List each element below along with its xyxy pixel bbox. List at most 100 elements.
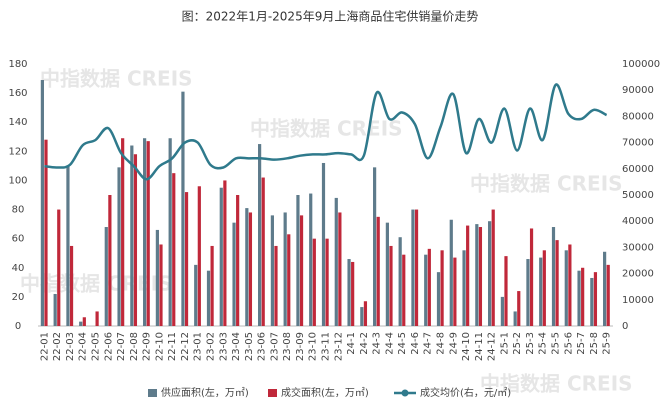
- chart-title: 图：2022年1月-2025年9月上海商品住宅供销量价走势: [182, 9, 479, 24]
- bar: [427, 248, 431, 326]
- x-tick-label: 24-6: [410, 332, 421, 355]
- line: [44, 83, 608, 181]
- bar: [79, 321, 83, 326]
- bar: [564, 250, 568, 326]
- bar: [542, 250, 546, 326]
- bar: [172, 173, 176, 326]
- x-tick-label: 24-11: [474, 332, 485, 361]
- x-tick-label: 23-06: [257, 332, 268, 361]
- bar: [95, 311, 99, 326]
- bar: [312, 238, 316, 326]
- bar: [40, 80, 44, 326]
- x-tick-label: 22-12: [180, 332, 191, 361]
- x-tick-label: 25-2: [512, 332, 523, 355]
- x-tick-label: 24-4: [384, 332, 395, 355]
- x-tick-label: 23-03: [218, 332, 229, 361]
- x-tick-label: 23-01: [193, 332, 204, 361]
- x-tick-label: 23-10: [308, 332, 319, 361]
- bar: [539, 257, 543, 326]
- bar: [411, 209, 415, 326]
- bar: [488, 221, 492, 326]
- x-tick-label: 23-09: [295, 332, 306, 361]
- y2-tick-label: 70000: [622, 138, 654, 149]
- bar: [551, 227, 556, 326]
- bar: [258, 144, 262, 326]
- bar: [373, 167, 377, 326]
- y2-tick-label: 40000: [622, 216, 654, 227]
- bar: [581, 267, 585, 326]
- x-tick-label: 23-12: [333, 332, 344, 361]
- x-tick-label: 22-07: [116, 332, 127, 361]
- bar: [197, 186, 201, 326]
- bar: [360, 307, 364, 326]
- bar: [603, 251, 607, 326]
- bar: [555, 240, 559, 326]
- bar: [568, 244, 572, 326]
- x-tick-label: 24-12: [487, 332, 498, 361]
- bar: [236, 195, 240, 326]
- y-tick-label: 180: [8, 59, 27, 70]
- bar: [414, 209, 419, 326]
- bar: [261, 177, 265, 326]
- bar: [338, 212, 342, 326]
- x-tick-label: 22-04: [78, 332, 89, 361]
- bar: [130, 145, 134, 326]
- bar: [593, 272, 598, 326]
- bar: [155, 229, 159, 326]
- bar: [133, 154, 138, 326]
- bar: [223, 180, 227, 326]
- legend-label: 成交均价(右，元/㎡): [420, 386, 511, 399]
- x-tick-label: 25-6: [563, 332, 574, 355]
- bar: [82, 317, 86, 326]
- y2-tick-label: 0: [622, 321, 628, 332]
- bar: [478, 227, 483, 326]
- bar: [334, 197, 338, 326]
- watermark: 中指数据 CREIS: [480, 372, 633, 396]
- bar: [363, 301, 368, 326]
- bar: [181, 91, 185, 327]
- bar: [248, 212, 253, 326]
- bar: [232, 222, 236, 326]
- bar: [168, 138, 172, 326]
- x-tick-label: 23-07: [269, 332, 280, 361]
- bar: [376, 216, 380, 326]
- y2-tick-label: 80000: [622, 111, 654, 122]
- bar: [402, 254, 406, 326]
- x-tick-label: 24-8: [436, 332, 447, 355]
- x-tick-label: 22-06: [103, 332, 114, 361]
- x-tick-label: 24-5: [397, 332, 408, 355]
- bar: [440, 250, 444, 326]
- legend-label: 成交面积(左，万㎡): [281, 386, 369, 399]
- y-tick-label: 140: [8, 117, 27, 128]
- y2-tick-label: 10000: [622, 295, 654, 306]
- bar: [299, 215, 304, 326]
- bar: [53, 293, 57, 326]
- bar: [462, 250, 466, 326]
- legend-label: 供应面积(左，万㎡): [161, 386, 249, 399]
- x-tick-label: 22-11: [167, 332, 178, 361]
- legend-swatch: [148, 389, 157, 397]
- y2-tick-label: 30000: [622, 242, 654, 253]
- bar: [210, 245, 214, 326]
- y-tick-label: 60: [12, 234, 25, 245]
- x-tick-label: 22-10: [154, 332, 165, 361]
- watermark: 中指数据 CREIS: [470, 172, 623, 196]
- bar: [44, 139, 48, 326]
- bar: [453, 257, 457, 326]
- x-tick-label: 24-9: [448, 332, 459, 355]
- bar: [466, 225, 470, 326]
- bar: [517, 291, 521, 326]
- x-tick-label: 24-1: [346, 332, 357, 355]
- legend-swatch: [401, 389, 409, 397]
- bar: [325, 238, 329, 326]
- x-tick-label: 23-05: [244, 332, 255, 361]
- bar: [385, 222, 389, 326]
- watermark: 中指数据 CREIS: [250, 117, 403, 141]
- bar: [146, 141, 150, 326]
- bar: [270, 215, 274, 326]
- legend-swatch: [268, 389, 277, 397]
- x-tick-label: 22-08: [129, 332, 140, 361]
- y-tick-label: 0: [15, 321, 21, 332]
- y2-tick-label: 50000: [622, 190, 654, 201]
